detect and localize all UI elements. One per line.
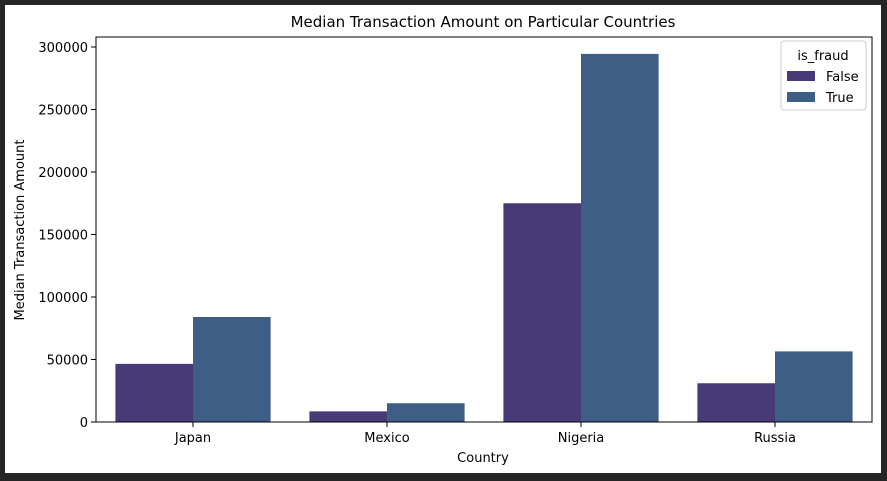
y-tick-label: 200000 bbox=[38, 166, 88, 181]
legend-swatch-false bbox=[787, 71, 815, 81]
bar-mexico-true bbox=[387, 403, 465, 422]
bar-nigeria-false bbox=[503, 203, 581, 422]
bar-russia-true bbox=[775, 351, 853, 422]
legend-label-true: True bbox=[825, 91, 854, 106]
y-axis-label: Median Transaction Amount bbox=[13, 139, 28, 320]
bars-group bbox=[115, 53, 853, 422]
y-tick-label: 300000 bbox=[38, 41, 88, 56]
x-tick-label-nigeria: Nigeria bbox=[558, 431, 605, 446]
y-tick-label: 250000 bbox=[38, 104, 88, 119]
x-tick-label-russia: Russia bbox=[754, 431, 796, 446]
x-axis-label: Country bbox=[457, 451, 509, 466]
bar-chart: Median Transaction Amount on Particular … bbox=[13, 13, 873, 466]
x-axis: Japan Mexico Nigeria Russia bbox=[174, 422, 796, 446]
plot-frame bbox=[95, 36, 873, 423]
bar-japan-false bbox=[115, 363, 193, 422]
chart-title: Median Transaction Amount on Particular … bbox=[291, 13, 676, 31]
bar-japan-true bbox=[193, 317, 271, 422]
y-tick-label: 50000 bbox=[47, 354, 88, 369]
y-tick-label: 0 bbox=[80, 416, 88, 431]
bar-mexico-false bbox=[309, 411, 387, 422]
legend: is_fraud False True bbox=[780, 40, 867, 111]
legend-label-false: False bbox=[826, 70, 859, 85]
x-tick-label-japan: Japan bbox=[174, 431, 211, 446]
chart-canvas: Median Transaction Amount on Particular … bbox=[5, 5, 881, 473]
y-tick-label: 100000 bbox=[38, 291, 88, 306]
y-tick-label: 150000 bbox=[38, 229, 88, 244]
y-axis: 0 50000 100000 150000 200000 250000 300000 bbox=[38, 41, 96, 431]
x-tick-label-mexico: Mexico bbox=[364, 431, 409, 446]
bar-nigeria-true bbox=[581, 53, 659, 422]
legend-swatch-true bbox=[787, 92, 815, 102]
bar-russia-false bbox=[697, 383, 775, 422]
legend-title: is_fraud bbox=[797, 49, 848, 64]
